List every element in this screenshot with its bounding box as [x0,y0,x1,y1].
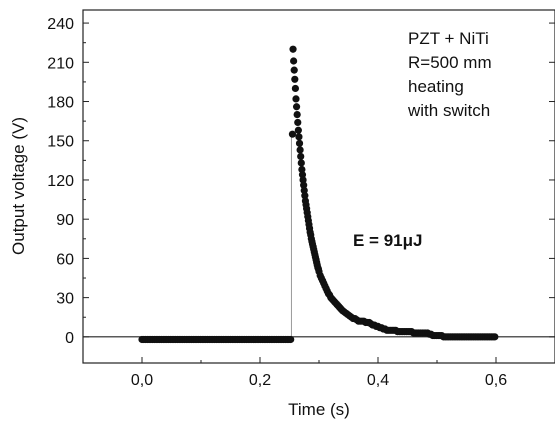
data-point [295,133,303,141]
data-point [300,181,308,189]
data-point [291,84,299,93]
data-point [296,146,304,154]
data-point [290,66,298,74]
y-tick-label: 60 [56,251,74,268]
x-tick-label: 0,2 [249,372,271,389]
legend-annotation: PZT + NiTi R=500 mm heating with switch [407,29,492,120]
data-points [138,45,499,344]
data-point [290,57,298,65]
data-point [297,152,305,161]
y-tick-label: 240 [47,16,74,33]
data-point [294,118,302,127]
y-tick-label: 210 [47,55,74,72]
data-point [491,333,499,341]
data-point [301,192,309,200]
x-axis-ticks: 0,0 0,2 0,4 0,6 [82,357,555,389]
x-tick-label: 0,0 [131,372,153,389]
data-point [300,186,308,195]
data-point [288,130,297,138]
data-point [298,165,306,174]
data-point [289,45,297,53]
y-tick-label: 180 [47,95,74,112]
y-tick-label: 30 [56,291,74,308]
x-axis-title: Time (s) [288,400,350,419]
data-point [297,159,305,167]
legend-line-1: PZT + NiTi [408,29,489,48]
data-point [299,176,307,184]
legend-line-4: with switch [407,101,490,120]
y-axis-title: Output voltage (V) [9,117,28,255]
energy-annotation: E = 91μJ [353,231,422,250]
y-tick-label: 120 [47,173,74,190]
data-point [291,75,299,83]
data-point [292,95,300,103]
y-tick-label: 0 [65,330,74,347]
y-tick-label: 150 [47,134,74,151]
legend-line-3: heating [408,77,464,96]
x-tick-label: 0,6 [485,372,507,389]
data-point [298,171,307,179]
data-point [293,110,301,119]
y-tick-label: 90 [56,212,74,229]
x-tick-label: 0,4 [367,372,389,389]
data-point [294,126,302,134]
data-point [287,335,295,344]
legend-line-2: R=500 mm [408,53,492,72]
y-axis-ticks: 0 30 60 90 120 150 180 210 240 [47,16,555,347]
data-point [292,103,301,111]
data-point [295,139,304,147]
